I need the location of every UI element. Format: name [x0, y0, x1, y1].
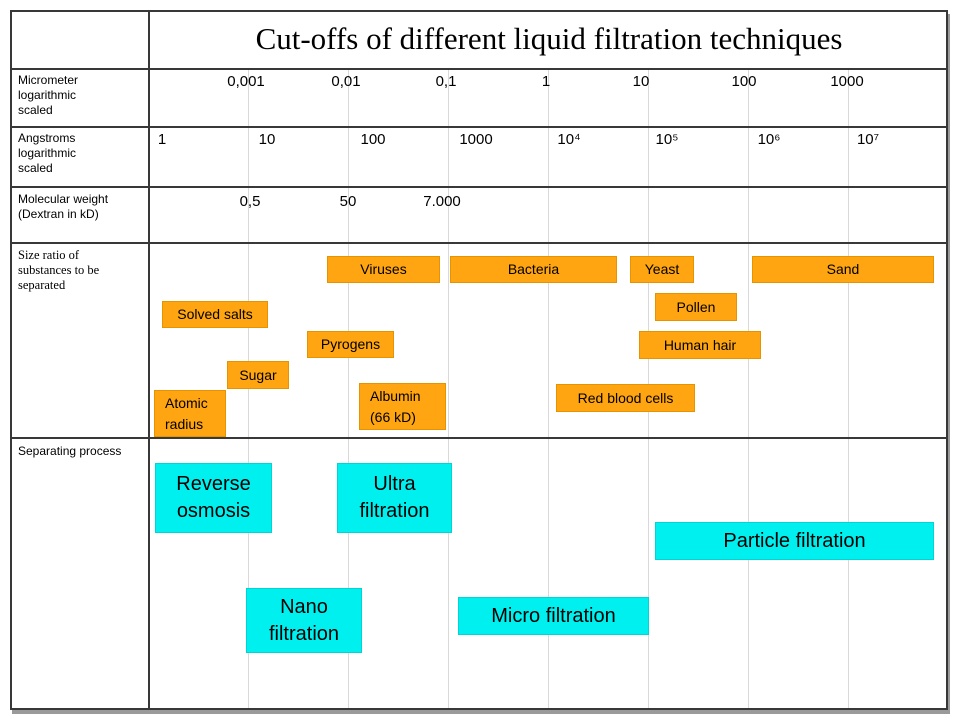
process-box: Nano filtration [246, 588, 362, 653]
substance-box: Viruses [327, 256, 440, 283]
decade-gridline [748, 68, 749, 710]
micrometer-tick: 1000 [830, 73, 864, 90]
substance-box: Solved salts [162, 301, 268, 328]
decade-gridline [548, 68, 549, 710]
row-label-separating-process: Separating process [18, 444, 122, 458]
angstrom-tick: 1000 [459, 131, 493, 148]
angstrom-tick: 10 [258, 131, 276, 148]
row-separator [10, 437, 948, 439]
row-separator [10, 242, 948, 244]
row-separator [10, 186, 948, 188]
substance-box: Albumin (66 kD) [359, 383, 446, 430]
decade-gridline [348, 68, 349, 710]
process-box: Ultra filtration [337, 463, 452, 533]
row-label-size-ratio: Size ratio of substances to be separated [18, 248, 100, 292]
substance-box: Yeast [630, 256, 694, 283]
row-label-micrometer: Micrometer logarithmic scaled [18, 73, 79, 117]
micrometer-tick: 0,1 [435, 73, 457, 90]
molecular-weight-tick: 50 [339, 193, 357, 210]
substance-box: Sand [752, 256, 934, 283]
process-box: Reverse osmosis [155, 463, 272, 533]
substance-box: Red blood cells [556, 384, 695, 412]
substance-box: Bacteria [450, 256, 617, 283]
molecular-weight-tick: 0,5 [239, 193, 261, 210]
angstrom-tick: 100 [360, 131, 386, 148]
angstrom-tick: 10⁶ [757, 131, 781, 148]
substance-box: Atomic radius [154, 390, 226, 437]
micrometer-tick: 10 [632, 73, 650, 90]
chart-title: Cut-offs of different liquid filtration … [255, 21, 843, 56]
row-separator [10, 126, 948, 128]
angstrom-tick: 10⁴ [557, 131, 581, 148]
micrometer-tick: 100 [731, 73, 757, 90]
substance-box: Pyrogens [307, 331, 394, 358]
process-box: Particle filtration [655, 522, 934, 560]
substance-box: Pollen [655, 293, 737, 321]
micrometer-tick: 0,01 [331, 73, 361, 90]
row-label-molecular-weight: Molecular weight (Dextran in kD) [18, 192, 109, 221]
molecular-weight-tick: 7.000 [423, 193, 461, 210]
substance-box: Sugar [227, 361, 289, 389]
angstrom-tick: 10⁷ [856, 131, 880, 148]
decade-gridline [448, 68, 449, 710]
decade-gridline [248, 68, 249, 710]
row-separator [10, 68, 948, 70]
substance-box: Human hair [639, 331, 761, 359]
column-divider [148, 10, 150, 710]
decade-gridline [848, 68, 849, 710]
angstrom-tick: 10⁵ [655, 131, 679, 148]
micrometer-tick: 1 [541, 73, 551, 90]
micrometer-tick: 0,001 [227, 73, 265, 90]
process-box: Micro filtration [458, 597, 649, 635]
row-label-angstroms: Angstroms logarithmic scaled [18, 131, 77, 175]
angstrom-tick: 1 [157, 131, 167, 148]
